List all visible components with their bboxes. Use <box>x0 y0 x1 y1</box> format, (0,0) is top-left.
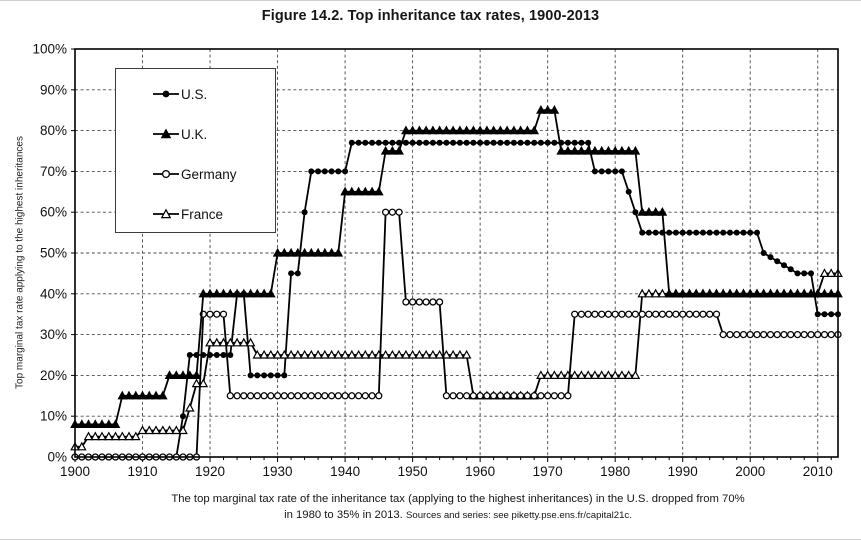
x-tick-label-1990: 1990 <box>668 464 698 479</box>
y-tick-label-90: 90% <box>40 82 67 97</box>
series-uk <box>70 105 843 428</box>
y-tick-label-40: 40% <box>40 286 67 301</box>
chart-title: Figure 14.2. Top inheritance tax rates, … <box>261 8 600 24</box>
legend-label-us: U.S. <box>181 86 208 102</box>
x-tick-label-2010: 2010 <box>803 464 833 479</box>
y-tick-label-100: 100% <box>32 42 67 57</box>
legend-label-germany: Germany <box>181 166 237 182</box>
filled-circle-marker-icon <box>152 87 180 101</box>
y-tick-label-60: 60% <box>40 205 67 220</box>
legend-item-france: France <box>152 194 275 234</box>
caption-line-2: in 1980 to 35% in 2013. Sources and seri… <box>58 508 858 524</box>
x-tick-label-1920: 1920 <box>195 464 225 479</box>
y-tick-label-10: 10% <box>40 409 67 424</box>
x-tick-label-1960: 1960 <box>465 464 495 479</box>
x-tick-label-1910: 1910 <box>127 464 157 479</box>
open-circle-marker-icon <box>152 167 180 181</box>
y-tick-label-70: 70% <box>40 164 67 179</box>
caption-line-1: The top marginal tax rate of the inherit… <box>171 493 745 505</box>
x-tick-label-1950: 1950 <box>398 464 428 479</box>
y-tick-label-50: 50% <box>40 246 67 261</box>
y-tick-label-30: 30% <box>40 327 67 342</box>
x-tick-label-1930: 1930 <box>263 464 293 479</box>
x-tick-label-1970: 1970 <box>533 464 563 479</box>
y-tick-label-20: 20% <box>40 368 67 383</box>
legend: U.S. U.K. Germany France <box>115 68 276 233</box>
caption-source: Sources and series: see piketty.pse.ens.… <box>405 509 632 521</box>
y-axis-tick-labels: 0% 10% 20% 30% 40% 50% 60% 70% 80% 90% 100% <box>32 42 67 465</box>
x-tick-label-2000: 2000 <box>735 464 765 479</box>
open-triangle-marker-icon <box>152 207 180 221</box>
legend-label-france: France <box>181 206 224 222</box>
legend-item-uk: U.K. <box>152 114 275 154</box>
filled-triangle-marker-icon <box>152 127 180 141</box>
legend-item-us: U.S. <box>152 74 275 114</box>
x-axis-tick-labels: 1900 1910 1920 1930 1940 1950 1960 1970 1980 1990… <box>60 464 833 479</box>
x-tick-label-1940: 1940 <box>330 464 360 479</box>
caption-line-2-main: in 1980 to 35% in 2013. <box>284 508 403 521</box>
plot-border <box>74 48 839 458</box>
y-tick-label-0: 0% <box>47 450 67 465</box>
legend-label-uk: U.K. <box>181 126 208 142</box>
x-tick-label-1900: 1900 <box>60 464 90 479</box>
legend-item-germany: Germany <box>152 154 275 194</box>
x-tick-label-1980: 1980 <box>600 464 630 479</box>
y-tick-label-80: 80% <box>40 123 67 138</box>
figure-caption: The top marginal tax rate of the inherit… <box>58 492 858 524</box>
